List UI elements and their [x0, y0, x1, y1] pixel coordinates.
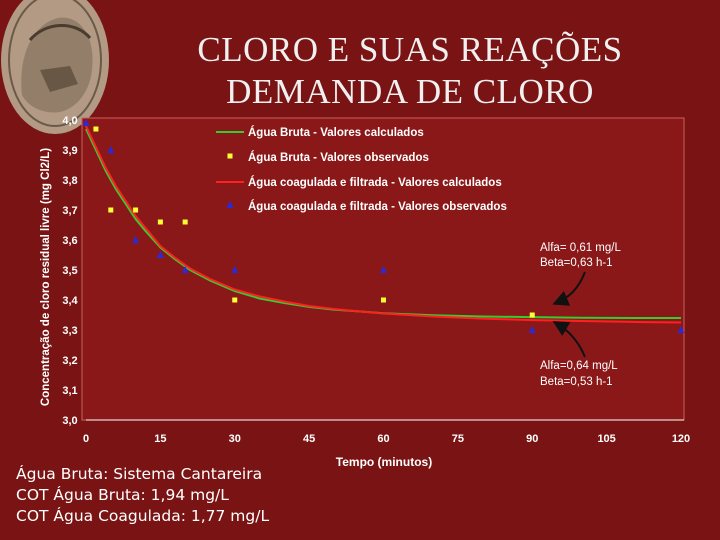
data-point: [156, 251, 164, 258]
series-markers: [82, 119, 685, 333]
x-tick-label: 30: [229, 433, 241, 445]
x-tick-label: 0: [83, 433, 89, 445]
annotation-coagulated-water: Alfa=0,64 mg/L Beta=0,53 h-1: [540, 360, 618, 388]
annotation-raw-water: Alfa= 0,61 mg/L Beta=0,63 h-1: [540, 242, 621, 269]
annotation-1-line-1: Alfa= 0,61 mg/L: [540, 242, 621, 254]
annotation-2-line-1: Alfa=0,64 mg/L: [540, 360, 618, 372]
x-tick-label: 60: [377, 433, 389, 445]
legend-entry: Água coagulada e filtrada - Valores calc…: [248, 176, 502, 189]
y-tick-label: 4,0: [62, 115, 77, 127]
data-point: [133, 207, 139, 213]
x-tick-label: 105: [597, 433, 615, 445]
data-point: [93, 126, 99, 132]
slide-notes: Água Bruta: Sistema Cantareira COT Água …: [16, 464, 269, 527]
y-axis-label: Concentração de cloro residual livre (mg…: [40, 148, 52, 406]
data-point: [529, 312, 535, 318]
data-point: [528, 326, 536, 333]
y-tick-label: 3,1: [62, 385, 77, 397]
data-point: [677, 326, 685, 333]
plot-area: [81, 117, 685, 421]
y-tick-labels: 3,0 3,1 3,2 3,3 3,4 3,5 3,6 3,7 3,8 3,9 4,0: [62, 115, 78, 427]
x-tick-label: 120: [672, 433, 690, 445]
y-tick-label: 3,0: [62, 415, 77, 427]
y-tick-label: 3,6: [62, 235, 77, 247]
annotation-1-line-2: Beta=0,63 h-1: [540, 257, 613, 269]
x-tick-label: 45: [303, 433, 315, 445]
data-point: [157, 219, 163, 225]
y-tick-label: 3,4: [62, 295, 78, 307]
legend-entry: Água Bruta - Valores observados: [248, 151, 429, 164]
data-point: [107, 146, 115, 153]
note-raw-water-source: Água Bruta: Sistema Cantareira: [16, 465, 263, 483]
legend-entry: Água coagulada e filtrada - Valores obse…: [248, 200, 507, 213]
x-tick-label: 75: [452, 433, 464, 445]
y-tick-label: 3,3: [62, 325, 77, 337]
legend-swatch: [226, 201, 234, 208]
data-point: [181, 266, 189, 273]
helmet-medallion-icon: [1, 0, 109, 134]
x-axis-label: Tempo (minutos): [336, 455, 432, 469]
slide-title-line-1: CLORO E SUAS REAÇÕES: [197, 30, 623, 69]
legend: Água Bruta - Valores calculados Água Brut…: [216, 126, 507, 213]
y-tick-label: 3,5: [62, 265, 77, 277]
data-point: [82, 119, 90, 126]
data-point: [108, 207, 114, 213]
data-point: [381, 297, 386, 303]
data-point: [132, 236, 140, 243]
data-point: [380, 266, 387, 273]
y-tick-label: 3,2: [62, 355, 77, 367]
data-point: [182, 219, 188, 225]
note-toc-coagulated-water: COT Água Coagulada: 1,77 mg/L: [16, 507, 270, 525]
annotation-2-arrow: [552, 320, 586, 358]
x-tick-label: 90: [526, 433, 538, 445]
y-tick-label: 3,9: [62, 145, 77, 157]
x-tick-labels: 0 15 30 45 60 75 90 105 120: [83, 433, 690, 445]
series-lines: [85, 125, 682, 324]
annotation-1-arrow: [552, 271, 586, 306]
note-toc-raw-water: COT Água Bruta: 1,94 mg/L: [16, 486, 229, 504]
series-line: [85, 125, 682, 324]
x-tick-label: 15: [154, 433, 166, 445]
y-tick-label: 3,7: [62, 205, 77, 217]
legend-entry: Água Bruta - Valores calculados: [248, 126, 424, 139]
data-point: [232, 297, 238, 303]
data-point: [231, 266, 239, 273]
series-line: [85, 128, 681, 319]
annotation-2-line-2: Beta=0,53 h-1: [540, 376, 613, 388]
y-tick-label: 3,8: [62, 175, 77, 187]
legend-swatch: [227, 153, 233, 159]
slide-title-line-2: DEMANDA DE CLORO: [226, 72, 594, 111]
